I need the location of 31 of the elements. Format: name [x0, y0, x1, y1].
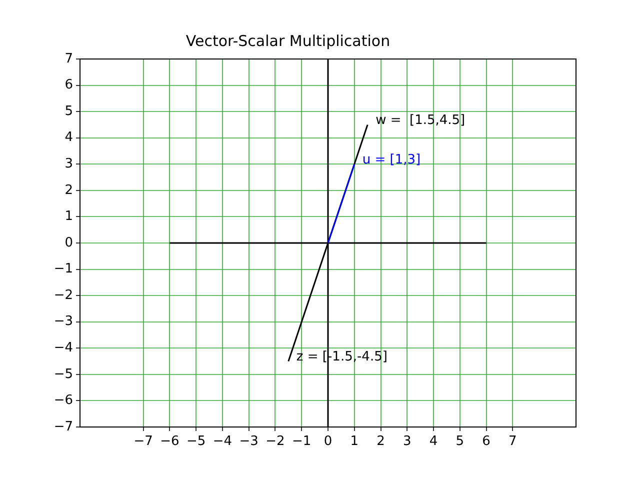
y-tick-label: 2: [64, 182, 73, 198]
y-tick-label: 6: [64, 78, 73, 93]
x-tick-label: −6: [160, 434, 180, 450]
y-tick-label: −6: [54, 393, 73, 408]
x-tick-label: 0: [324, 434, 332, 450]
x-tick-label: 5: [456, 434, 464, 450]
y-tick-label: 0: [64, 235, 73, 250]
x-tick-label: −3: [239, 434, 258, 450]
y-tick-label: 1: [64, 209, 73, 224]
x-tick-label: 6: [482, 434, 490, 450]
x-tick-label: −4: [212, 434, 232, 450]
x-tick-label: −1: [292, 434, 312, 450]
y-tick-label: 4: [64, 130, 73, 146]
y-tick-label: 5: [64, 104, 73, 119]
x-tick-label: −5: [186, 434, 206, 450]
x-tick-label: 3: [403, 434, 412, 450]
x-tick-label: 4: [429, 434, 438, 450]
x-tick-label: −7: [134, 434, 153, 450]
chart-title: Vector-Scalar Multiplication: [186, 32, 390, 50]
y-tick-label: 3: [64, 156, 73, 172]
x-tick-label: 2: [376, 434, 385, 450]
y-tick-label: −3: [54, 314, 73, 330]
y-tick-label: 7: [64, 51, 73, 66]
y-tick-label: −2: [54, 288, 73, 303]
y-tick-label: −5: [54, 366, 73, 382]
x-tick-label: −2: [266, 434, 285, 450]
x-tick-label: 1: [350, 434, 359, 450]
y-tick-label: −1: [54, 262, 73, 277]
y-tick-label: −4: [54, 340, 73, 356]
x-tick-label: 7: [508, 434, 517, 450]
y-tick-label: −7: [54, 419, 73, 434]
